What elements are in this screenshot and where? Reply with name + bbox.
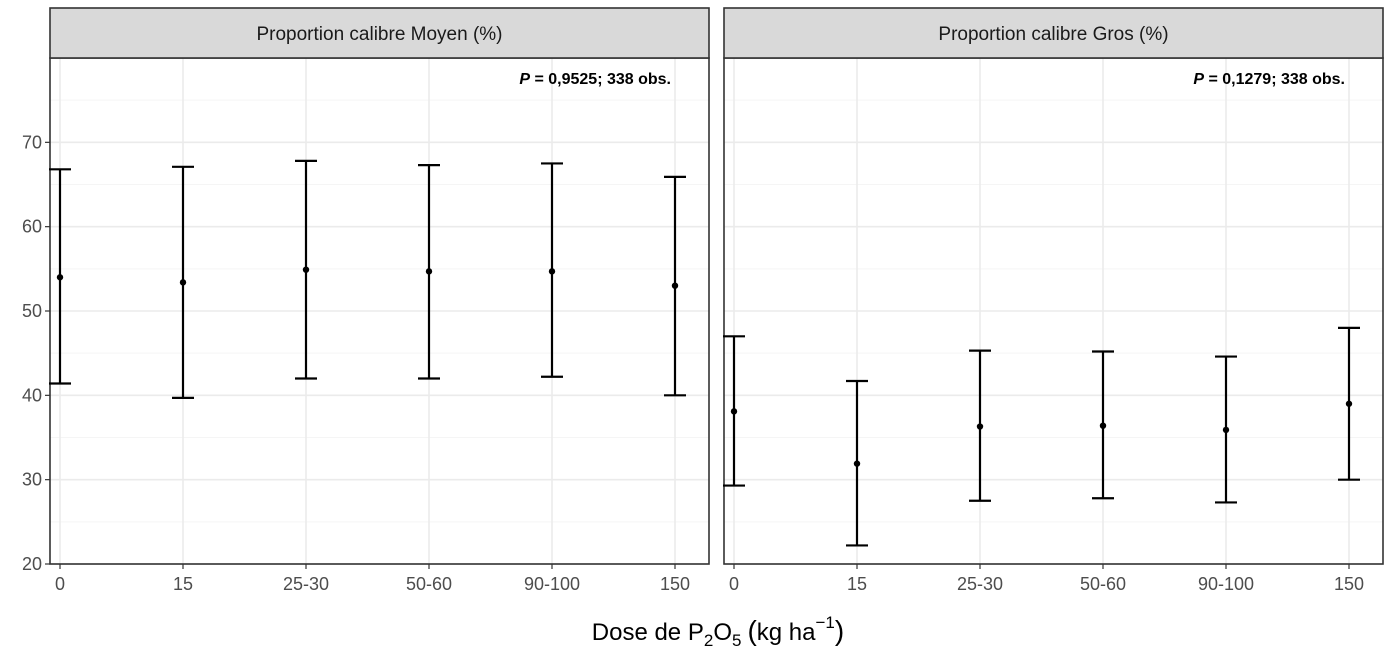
errorbar-25-30	[969, 349, 991, 502]
errorbar-50-60	[418, 164, 440, 380]
x-axis-title-prefix: Dose de P	[592, 619, 704, 646]
y-tick-label: 60	[22, 217, 42, 237]
facet-title: Proportion calibre Moyen (%)	[256, 24, 502, 45]
x-tick-label: 150	[1334, 574, 1364, 594]
x-axis-title-paren-close: )	[835, 615, 844, 646]
y-tick-label: 20	[22, 554, 42, 574]
mean-point	[1222, 426, 1230, 434]
p-label: P	[519, 71, 530, 88]
errorbar-15	[846, 379, 868, 547]
x-tick-label: 90-100	[524, 574, 580, 594]
x-tick-label: 50-60	[1080, 574, 1126, 594]
y-tick-label: 40	[22, 385, 42, 405]
errorbar-90-100	[1215, 355, 1237, 504]
mean-point	[1099, 422, 1107, 429]
mean-point	[302, 266, 310, 273]
y-tick-label: 70	[22, 132, 42, 152]
x-tick-label: 15	[847, 574, 867, 594]
errorbar-90-100	[541, 162, 563, 378]
p-label: P	[1193, 71, 1204, 88]
errorbar-25-30	[295, 159, 317, 380]
mean-point	[853, 460, 861, 467]
errorbar-15	[172, 165, 194, 399]
x-axis-title-sup: −1	[816, 613, 835, 632]
mean-point	[56, 274, 64, 281]
x-axis-title-sub1: 2	[704, 631, 713, 647]
x-axis-title-unit: kg ha	[757, 619, 816, 646]
x-tick-label: 50-60	[406, 574, 452, 594]
errorbar-50-60	[1092, 350, 1114, 500]
mean-point	[976, 423, 984, 430]
x-axis-title-sub2: 5	[732, 631, 741, 647]
x-tick-label: 25-30	[957, 574, 1003, 594]
x-tick-label: 0	[55, 574, 65, 594]
p-value-text: = 0,9525; 338 obs.	[530, 71, 671, 88]
x-tick-label: 15	[173, 574, 193, 594]
p-value-annotation: P = 0,9525; 338 obs.	[519, 71, 671, 88]
facet-title: Proportion calibre Gros (%)	[938, 24, 1168, 45]
mean-point	[179, 279, 187, 286]
x-tick-label: 90-100	[1198, 574, 1254, 594]
facet-strip	[723, 7, 1384, 59]
x-tick-label: 25-30	[283, 574, 329, 594]
mean-point	[548, 268, 556, 275]
x-tick-label: 150	[660, 574, 690, 594]
panel-calibre-moyen: Proportion calibre Moyen (%) P = 0,9525; …	[49, 7, 710, 594]
errorbar-150	[664, 175, 686, 397]
facet-strip	[49, 7, 710, 59]
x-tick-label: 0	[729, 574, 739, 594]
mean-point	[730, 408, 738, 415]
mean-point	[671, 282, 679, 289]
y-axis: 20 30 40 50 60 70	[22, 132, 50, 574]
x-axis-title: Dose de P2O5 (kg ha−1)	[592, 613, 844, 647]
errorbar-150	[1338, 326, 1360, 481]
x-axis-title-mid: O	[713, 619, 732, 646]
p-value-text: = 0,1279; 338 obs.	[1204, 71, 1345, 88]
y-tick-label: 50	[22, 301, 42, 321]
mean-point	[1345, 400, 1353, 407]
errorbar-0	[49, 168, 71, 385]
y-tick-label: 30	[22, 470, 42, 490]
panel-calibre-gros: Proportion calibre Gros (%) P = 0,1279; 3…	[723, 7, 1384, 594]
errorbar-0	[723, 335, 745, 487]
mean-point	[425, 268, 433, 275]
p-value-annotation: P = 0,1279; 338 obs.	[1193, 71, 1345, 88]
x-axis-title-paren-open: (	[747, 615, 757, 646]
